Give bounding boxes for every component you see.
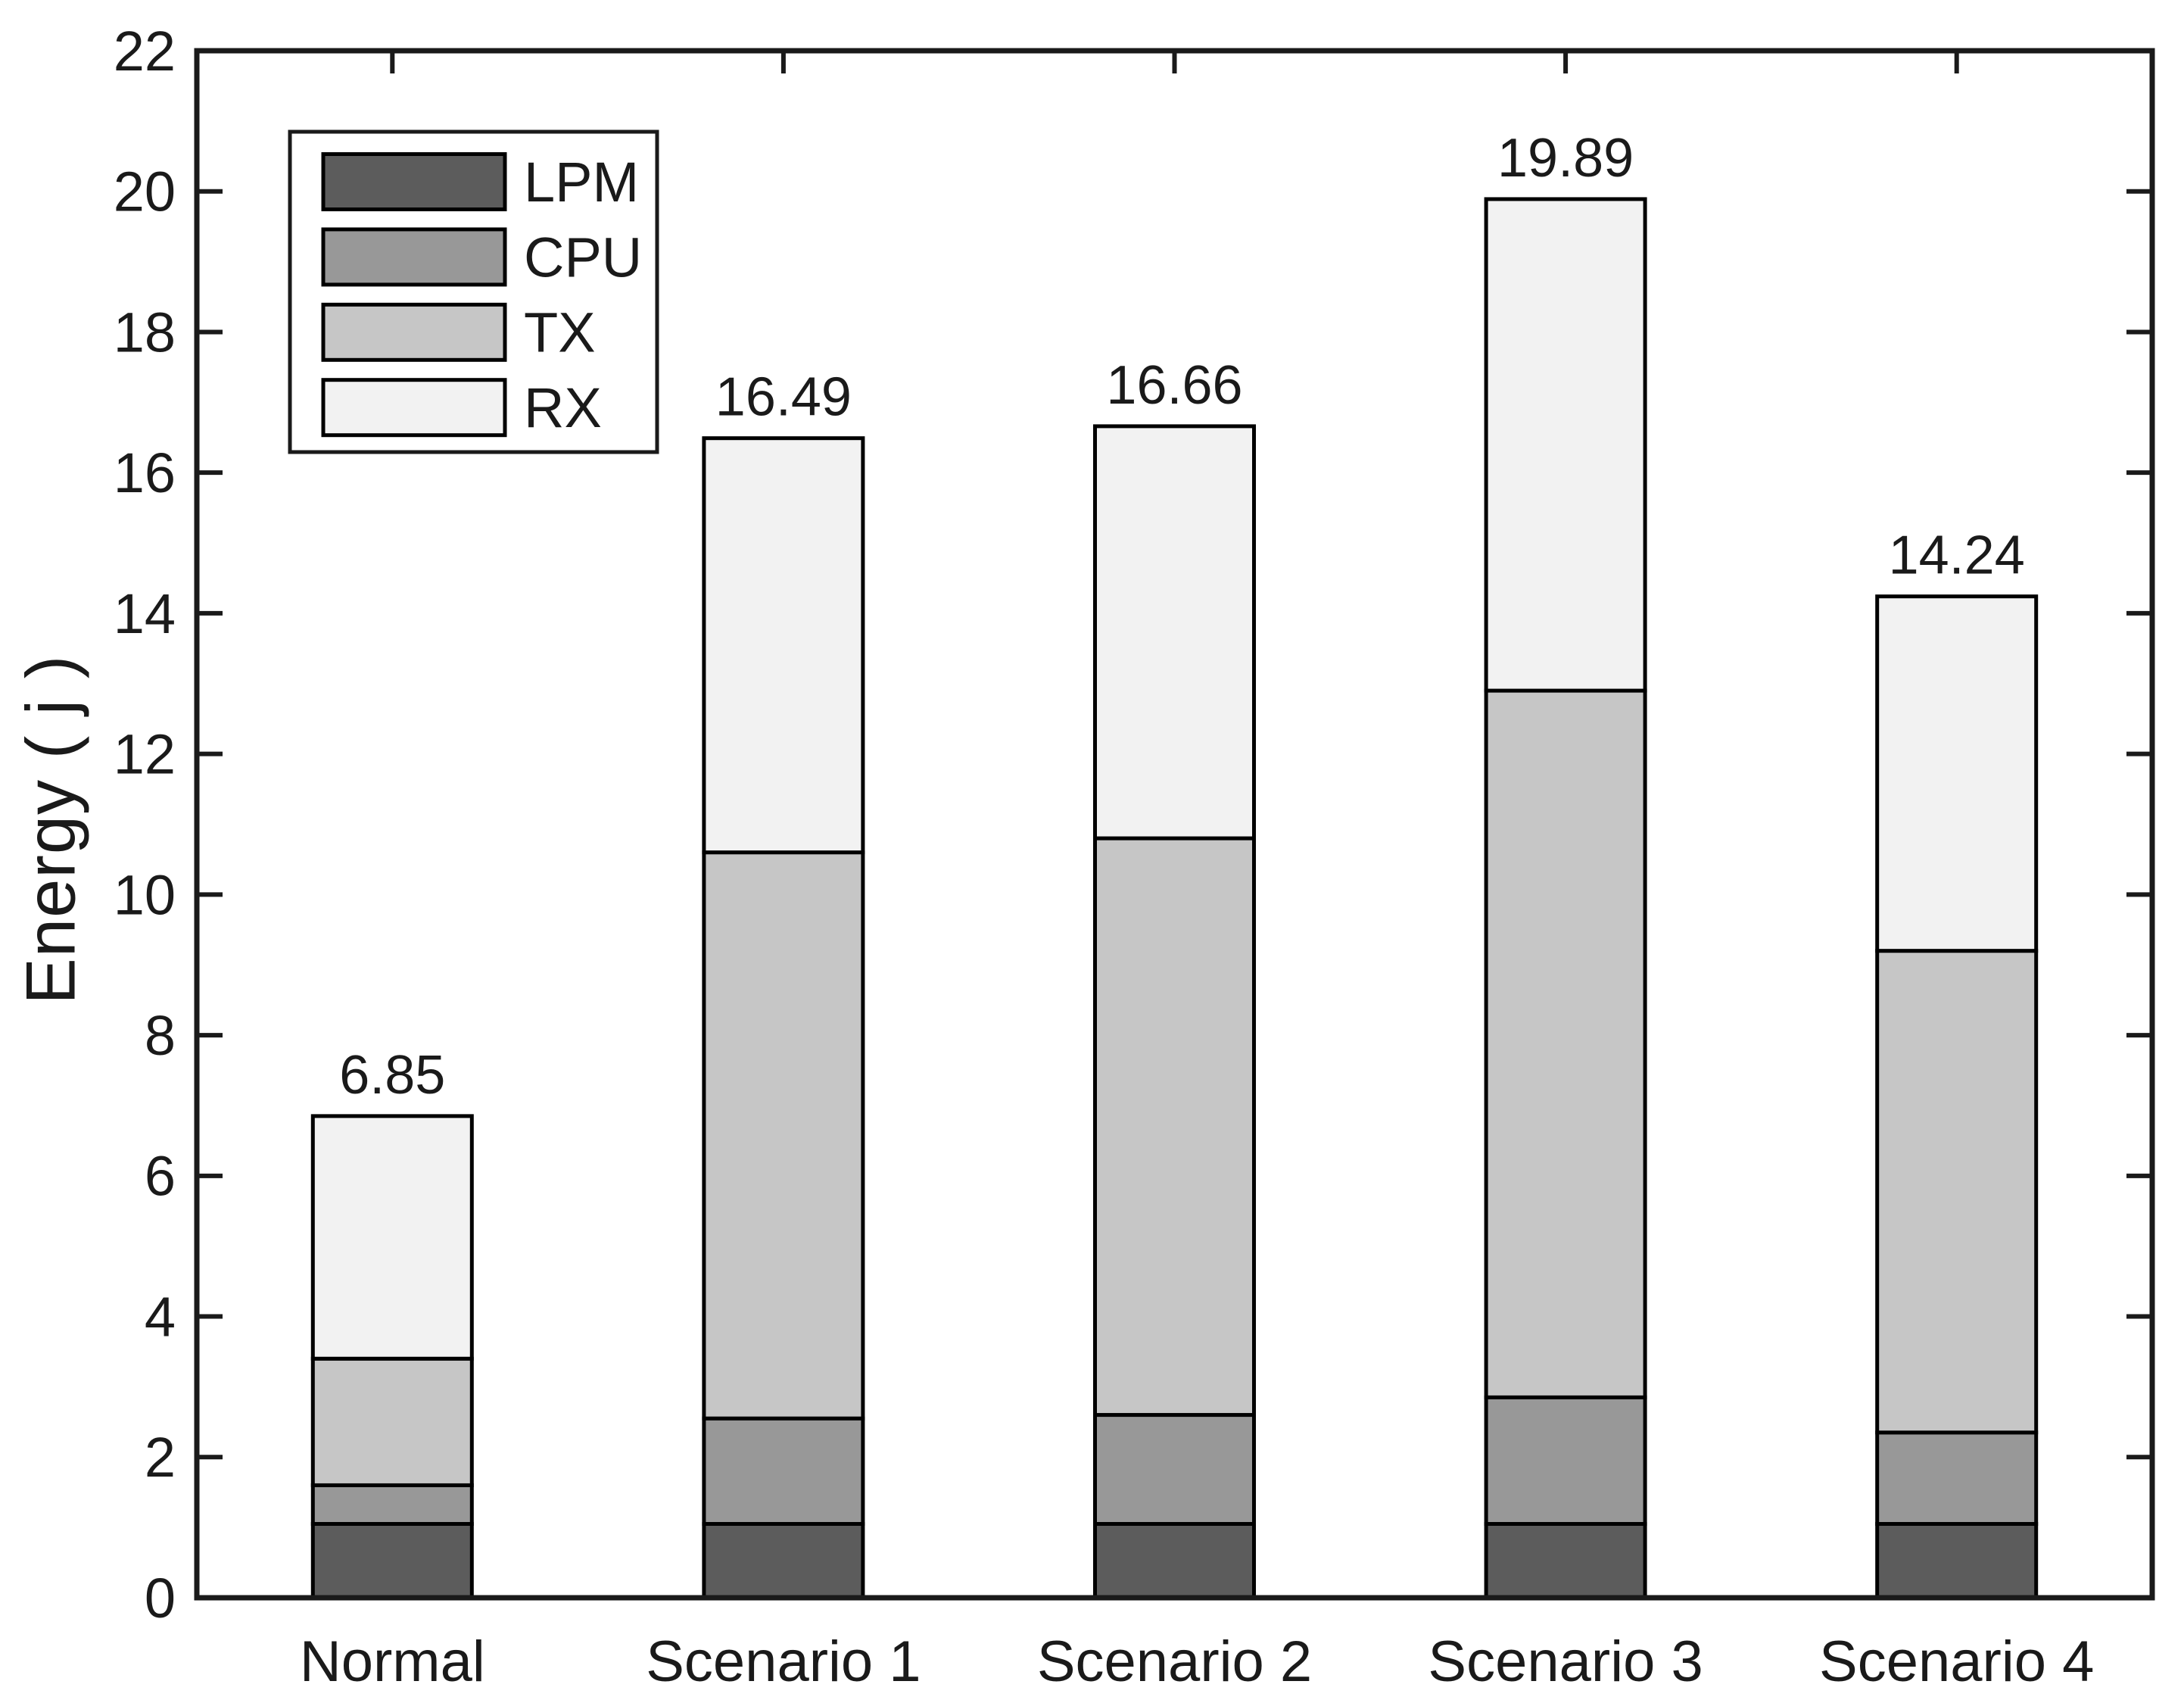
bar-total-label: 19.89 [1497, 128, 1634, 189]
bar-segment-rx-normal [310, 1114, 474, 1361]
x-tick-label: Normal [300, 1630, 485, 1694]
bar-segment-rx-scenario-2 [1093, 424, 1256, 841]
y-tick-label: 8 [145, 1004, 176, 1067]
bar-segment-lpm-scenario-4 [1875, 1521, 2039, 1600]
x-tick-label: Scenario 1 [646, 1630, 921, 1694]
y-tick-label: 20 [114, 161, 176, 223]
y-tick-label: 2 [145, 1426, 176, 1489]
bar-segment-rx-scenario-4 [1875, 594, 2039, 953]
y-tick-label: 12 [114, 723, 176, 786]
y-tick-label: 14 [114, 582, 176, 645]
bar-segment-rx-scenario-1 [702, 436, 865, 855]
y-tick-label: 6 [145, 1145, 176, 1208]
bar-segment-lpm-scenario-1 [702, 1521, 865, 1600]
bar-segment-tx-scenario-3 [1484, 688, 1647, 1399]
bar-segment-rx-scenario-3 [1484, 197, 1647, 693]
y-axis-label: Energy ( j ) [12, 654, 90, 1005]
legend-label-rx: RX [524, 376, 602, 439]
bar-segment-cpu-scenario-2 [1093, 1413, 1256, 1526]
y-tick-label: 16 [114, 441, 176, 504]
bar-segment-lpm-normal [310, 1521, 474, 1600]
legend-label-cpu: CPU [524, 226, 642, 289]
legend-label-tx: TX [524, 301, 596, 364]
bar-segment-tx-scenario-4 [1875, 949, 2039, 1435]
x-tick-label: Scenario 2 [1037, 1630, 1312, 1694]
y-tick-label: 18 [114, 301, 176, 363]
legend-swatch-rx [321, 378, 507, 438]
bar-segment-cpu-normal [310, 1483, 474, 1526]
bar-segment-tx-normal [310, 1356, 474, 1487]
y-tick-label: 22 [114, 20, 176, 83]
bar-total-label: 14.24 [1889, 526, 2025, 586]
bar-segment-cpu-scenario-4 [1875, 1430, 2039, 1526]
bar-segment-cpu-scenario-3 [1484, 1395, 1647, 1526]
bar-total-label: 16.66 [1106, 355, 1242, 416]
bar-segment-lpm-scenario-2 [1093, 1521, 1256, 1600]
bar-total-label: 16.49 [715, 367, 852, 428]
x-tick-label: Scenario 3 [1428, 1630, 1703, 1694]
y-tick-label: 10 [114, 863, 176, 926]
bar-segment-tx-scenario-2 [1093, 836, 1256, 1418]
bar-total-label: 6.85 [339, 1045, 445, 1106]
legend-swatch-cpu [321, 227, 507, 287]
legend-label-lpm: LPM [524, 151, 639, 214]
legend-swatch-lpm [321, 152, 507, 211]
legend-swatch-tx [321, 302, 507, 362]
bar-segment-lpm-scenario-3 [1484, 1521, 1647, 1600]
x-tick-label: Scenario 4 [1819, 1630, 2094, 1694]
y-tick-label: 0 [145, 1567, 176, 1630]
y-tick-label: 4 [145, 1285, 176, 1348]
bar-segment-tx-scenario-1 [702, 850, 865, 1421]
bar-segment-cpu-scenario-1 [702, 1416, 865, 1526]
